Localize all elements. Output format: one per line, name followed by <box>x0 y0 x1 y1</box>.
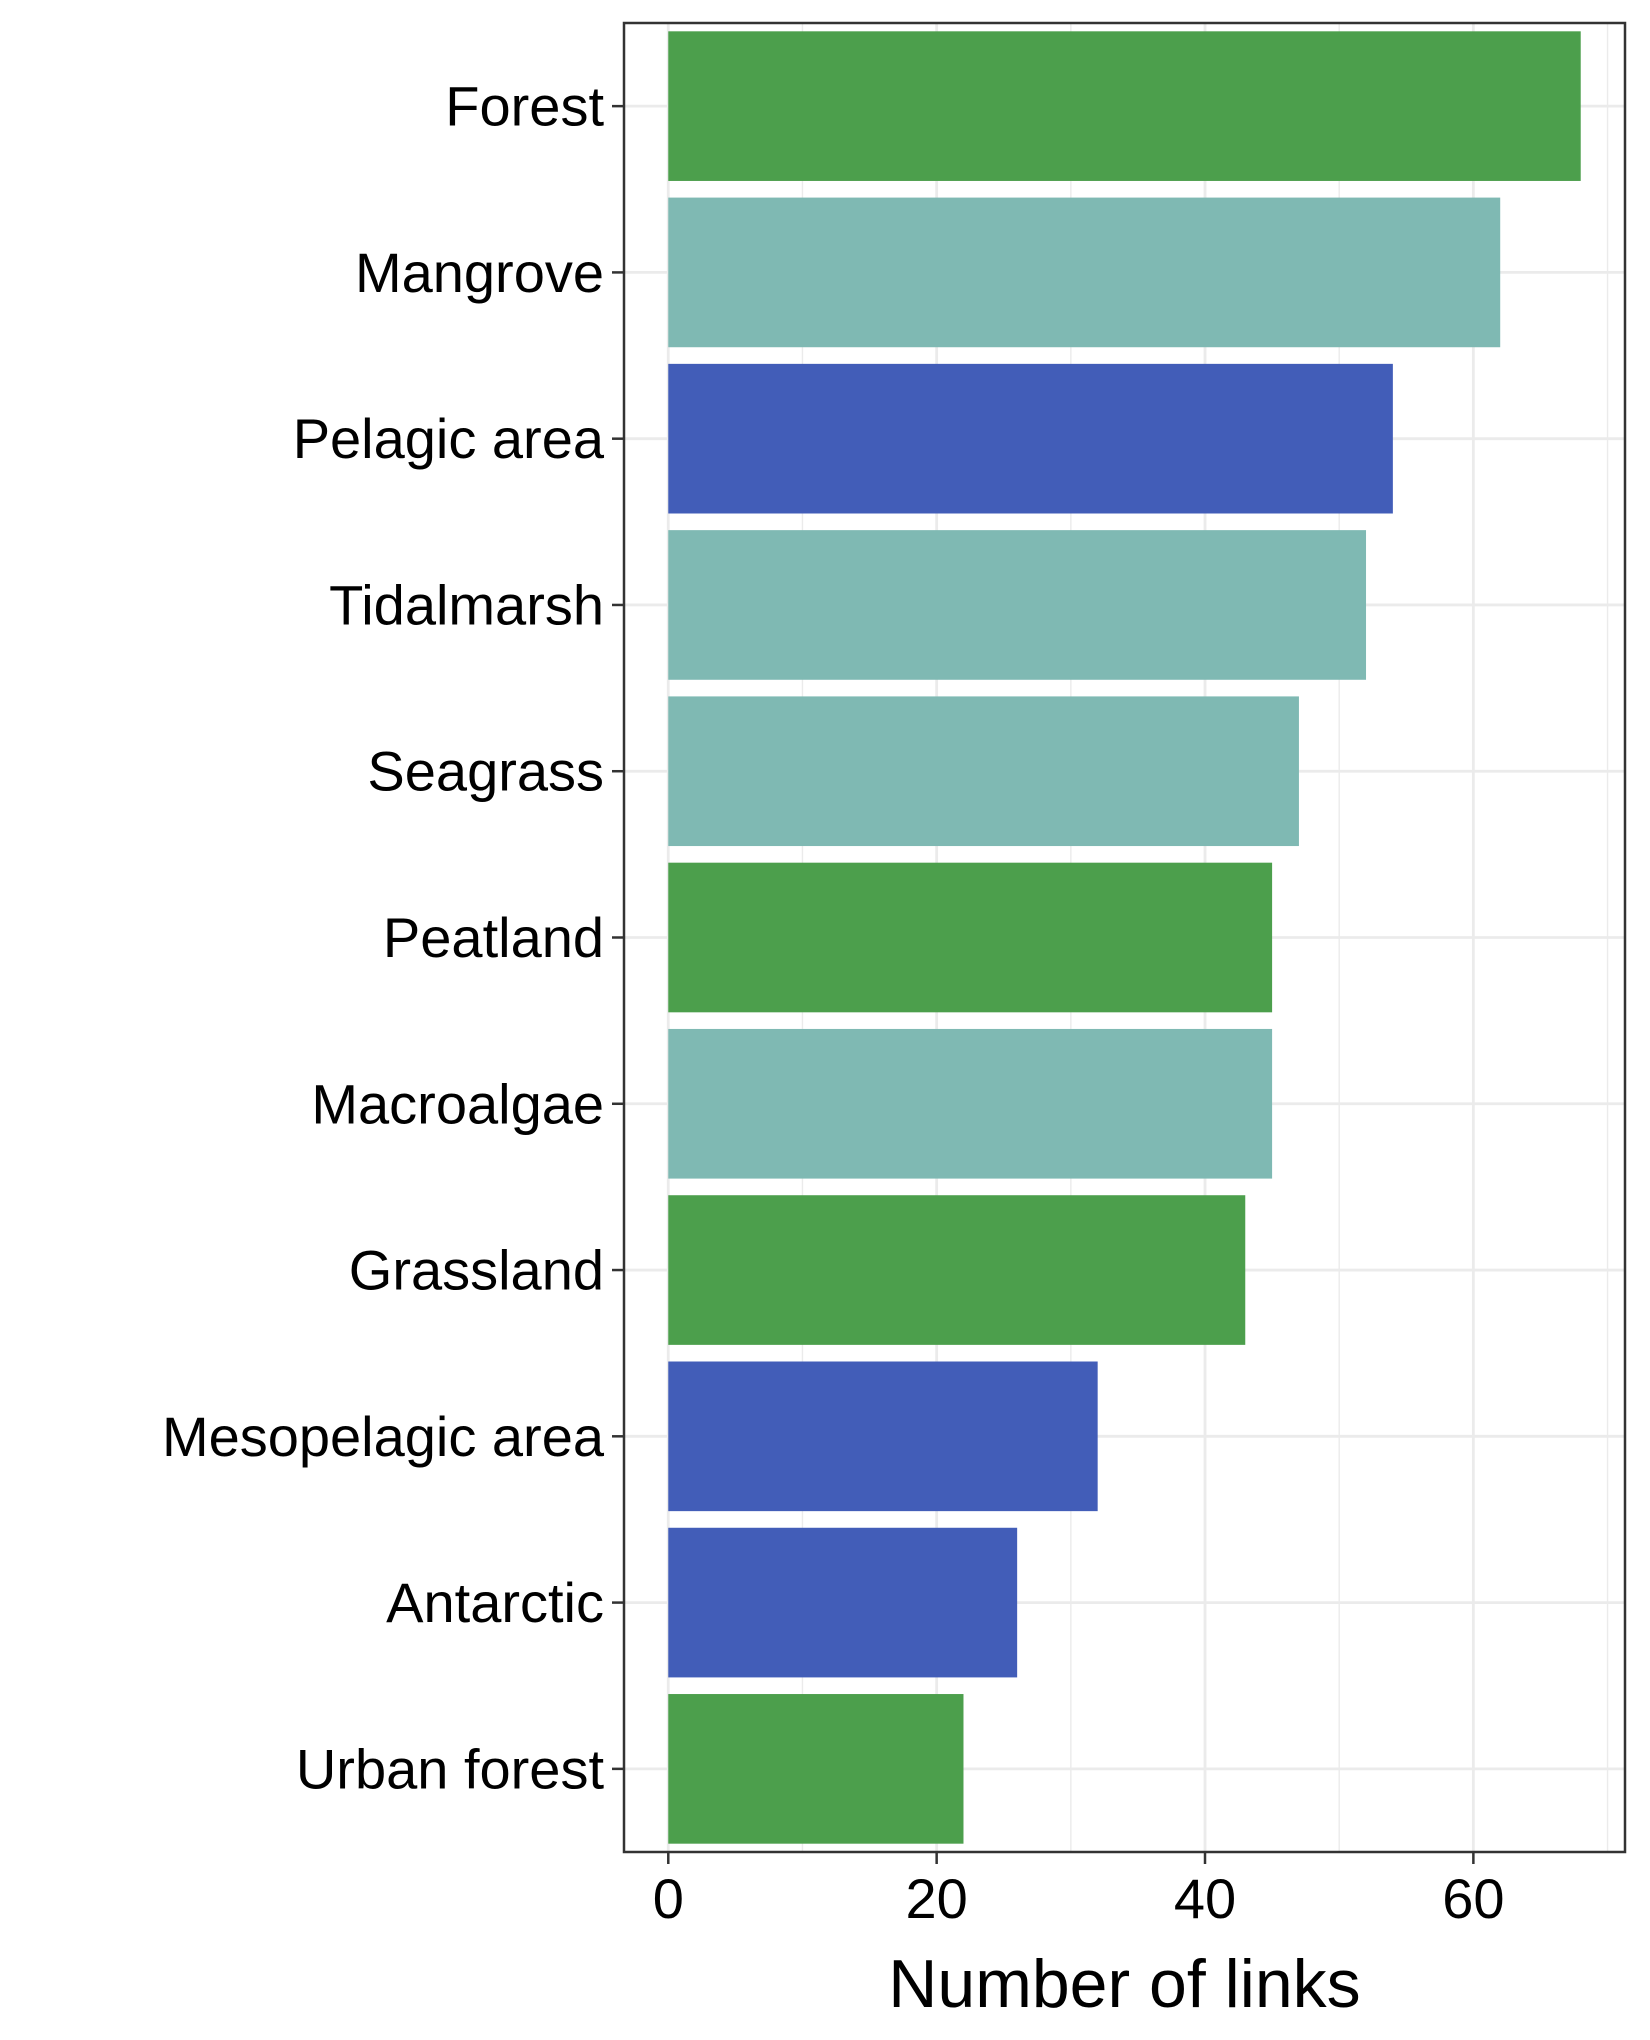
y-tick-label: Forest <box>445 75 604 138</box>
bar-seagrass: Seagrass: 47 <box>668 696 1299 847</box>
y-tick-label: Tidalmarsh <box>329 573 604 636</box>
bar-grassland: Grassland: 43 <box>668 1195 1246 1345</box>
x-axis: 0 20 40 60 <box>653 1852 1505 1930</box>
x-tick-label: 60 <box>1442 1867 1504 1930</box>
bar-peatland: Peatland: 45 <box>668 862 1273 1013</box>
x-tick-label: 0 <box>653 1867 684 1930</box>
bar-urban-forest: Urban forest: 22 <box>668 1694 964 1844</box>
y-tick-label: Macroalgae <box>311 1072 604 1135</box>
y-tick-label: Mangrove <box>355 241 604 304</box>
y-tick-label: Antarctic <box>386 1571 604 1634</box>
bar-macroalgae: Macroalgae: 45 <box>668 1028 1273 1179</box>
y-tick-label: Peatland <box>383 906 604 969</box>
bar-antarctic: Antarctic: 26 <box>668 1527 1018 1678</box>
x-axis-title: Number of links <box>888 1946 1360 2022</box>
bar-forest: Forest: 68 <box>668 31 1581 181</box>
bar-mangrove: Mangrove: 62 <box>668 197 1501 348</box>
y-tick-label: Pelagic area <box>293 407 605 470</box>
bar-mesopelagic-area: Mesopelagic area: 32 <box>668 1361 1098 1512</box>
y-tick-label: Seagrass <box>367 740 604 803</box>
bar-pelagic-area: Pelagic area: 54 <box>668 363 1393 514</box>
y-tick-label: Mesopelagic area <box>162 1405 605 1468</box>
y-axis: Forest Mangrove Pelagic area Tidalmarsh Seag… <box>162 75 624 1800</box>
bars: Forest: 68 Mangrove: 62Pelagic area: 54 Ti… <box>668 31 1581 1844</box>
x-tick-label: 40 <box>1174 1867 1236 1930</box>
y-tick-label: Urban forest <box>296 1737 605 1800</box>
bar-tidalmarsh: Tidalmarsh: 52 <box>668 530 1367 680</box>
x-tick-label: 20 <box>905 1867 967 1930</box>
y-tick-label: Grassland <box>349 1239 604 1302</box>
